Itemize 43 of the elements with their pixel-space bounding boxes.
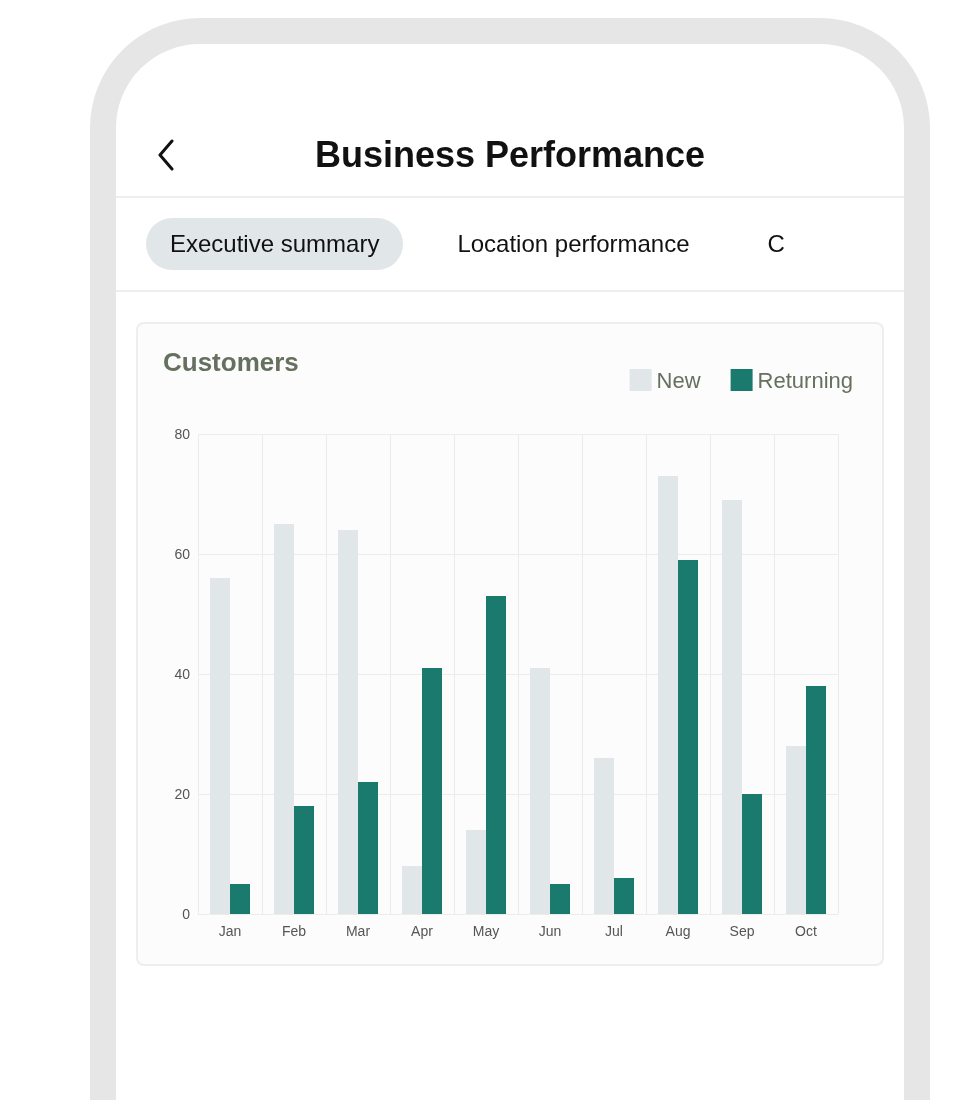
- bar: [338, 530, 358, 914]
- bar: [230, 884, 250, 914]
- text: Executive summary: [146, 218, 404, 270]
- x-tick-label: Mar: [345, 923, 371, 939]
- bar: [210, 578, 230, 914]
- x-tick-label: May: [472, 923, 500, 939]
- legend-label: Returning: [757, 367, 853, 393]
- y-tick-label: 80: [174, 426, 191, 442]
- y-tick-label: 20: [174, 786, 191, 802]
- x-tick-label: Jan: [218, 923, 242, 939]
- y-tick-label: 0: [182, 906, 191, 922]
- bar: [594, 758, 614, 914]
- y-tick-label: 60: [174, 546, 191, 562]
- legend-label: New: [656, 367, 701, 393]
- bar: [742, 794, 762, 914]
- x-tick-label: Apr: [411, 923, 434, 939]
- bar: [550, 884, 570, 914]
- x-tick-label: Oct: [795, 923, 817, 939]
- phone-frame: Business Performance Executive summary Location performance C 0 20 40 60 80 Jan Feb Mar Apr May Jun Jul Aug Sep Oct New Returning Customers: [90, 18, 930, 1100]
- bar: [358, 782, 378, 914]
- bar: [402, 866, 422, 914]
- x-tick-label: Jun: [538, 923, 562, 939]
- bar: [530, 668, 550, 914]
- chart-subtitle: Business Performance: [313, 134, 707, 176]
- bar: [486, 596, 506, 914]
- bar: [806, 686, 826, 914]
- y-tick-label: 40: [174, 666, 191, 682]
- x-tick-label: Sep: [729, 923, 755, 939]
- chart-title: Customers: [163, 347, 299, 377]
- text: Location performance: [456, 229, 691, 259]
- x-tick-label: Aug: [665, 923, 691, 939]
- bar: [466, 830, 486, 914]
- bar: [678, 560, 698, 914]
- bar: [786, 746, 806, 914]
- bar: [294, 806, 314, 914]
- text: C: [766, 229, 786, 259]
- bar: [274, 524, 294, 914]
- bar: [614, 878, 634, 914]
- bar: [422, 668, 442, 914]
- x-tick-label: Jul: [605, 923, 623, 939]
- x-tick-label: Feb: [281, 923, 307, 939]
- bar: [722, 500, 742, 914]
- bar: [658, 476, 678, 914]
